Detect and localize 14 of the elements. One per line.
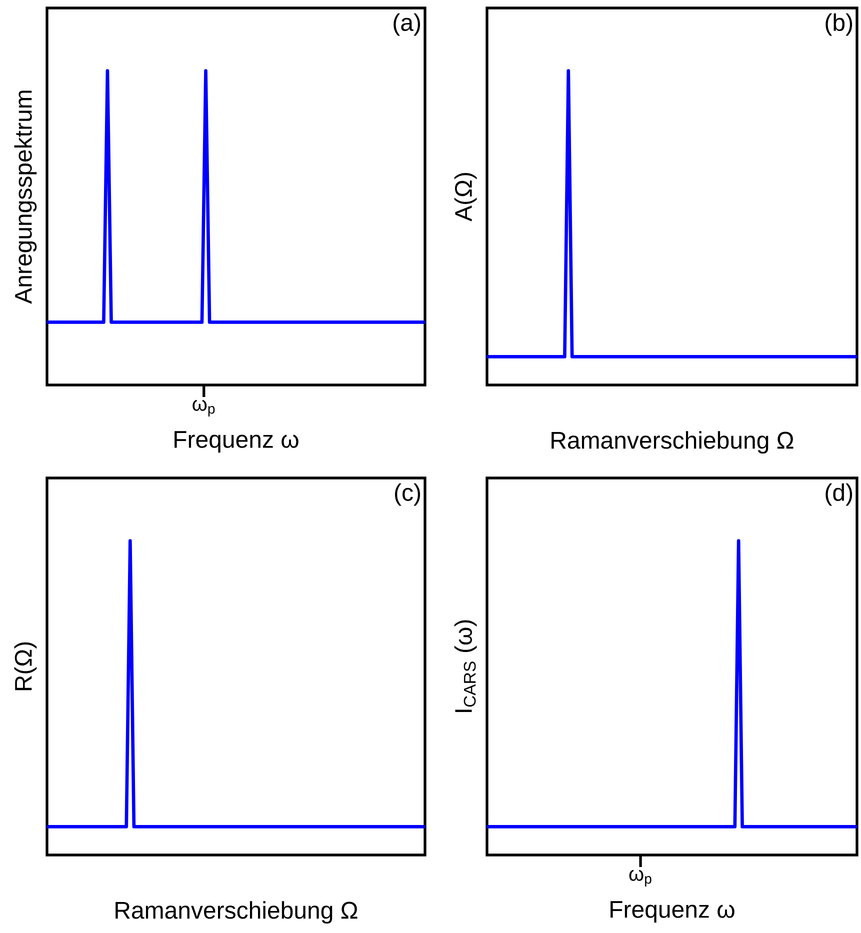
- text: (b): [826, 13, 852, 36]
- y-axis-title: I$_{CARS}$ (ω): [454, 620, 477, 712]
- y-axis-title: A(Ω): [454, 173, 477, 222]
- x-axis-title: Ramanverschiebung Ω: [116, 901, 358, 924]
- x-axis-title: Frequenz ω: [174, 431, 298, 453]
- y-axis-title: R(Ω): [14, 642, 37, 690]
- text: (a): [394, 13, 420, 36]
- text: ω$_{p}$: [192, 400, 215, 416]
- x-axis-title: Frequenz ω: [610, 901, 734, 923]
- text: ω$_{p}$: [629, 870, 652, 886]
- text: (c): [395, 483, 420, 506]
- y-axis-title: Anregungsspektrum: [14, 90, 37, 304]
- x-axis-title: Ramanverschiebung Ω: [552, 431, 794, 454]
- text: (d): [826, 483, 852, 506]
